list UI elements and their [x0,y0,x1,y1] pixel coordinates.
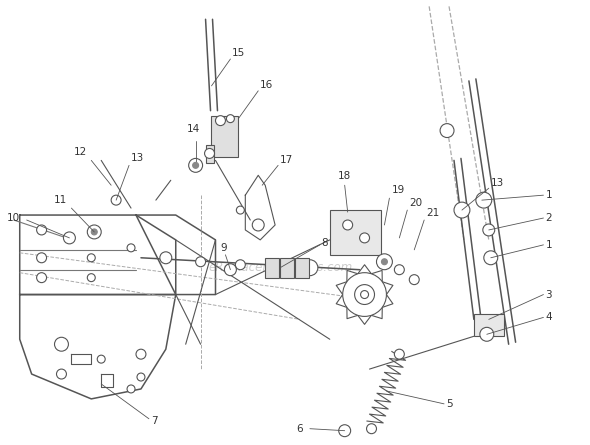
Circle shape [253,219,264,231]
Circle shape [409,275,419,285]
Circle shape [196,257,205,267]
Circle shape [97,355,105,363]
Text: 20: 20 [409,198,422,208]
Text: 1: 1 [545,190,552,200]
Circle shape [440,124,454,138]
Circle shape [111,195,121,205]
Text: 1: 1 [545,240,552,250]
Circle shape [37,225,47,235]
Circle shape [87,274,95,282]
Bar [265,258,279,278]
Circle shape [54,337,68,351]
Circle shape [360,291,369,299]
Circle shape [189,158,202,172]
Bar [205,146,214,163]
Circle shape [127,244,135,252]
Text: eReplacementParts.com: eReplacementParts.com [208,261,352,274]
Text: 2: 2 [545,213,552,223]
Circle shape [87,254,95,262]
Circle shape [87,225,101,239]
Text: 11: 11 [54,195,67,205]
Circle shape [37,273,47,283]
Circle shape [227,115,234,123]
Circle shape [235,260,245,270]
Text: 15: 15 [231,48,245,58]
Text: 10: 10 [7,213,20,223]
Circle shape [91,229,97,235]
Circle shape [224,264,237,275]
Bar [211,116,238,158]
Circle shape [302,260,318,275]
Circle shape [237,206,244,214]
Circle shape [376,254,392,270]
Circle shape [343,273,386,316]
Text: 19: 19 [391,185,405,195]
Circle shape [484,251,498,265]
Text: 14: 14 [186,124,200,134]
Circle shape [136,349,146,359]
Text: 13: 13 [491,178,504,188]
Text: 5: 5 [446,399,453,409]
Bar [330,210,382,255]
Circle shape [394,265,404,275]
Text: 21: 21 [426,208,440,218]
Text: 13: 13 [131,154,145,163]
Circle shape [64,232,76,244]
Circle shape [160,252,172,264]
Circle shape [366,424,376,434]
Circle shape [215,116,225,125]
Circle shape [480,328,494,341]
Text: 8: 8 [321,238,327,248]
Text: 18: 18 [337,171,351,181]
Text: 3: 3 [545,290,552,299]
Circle shape [476,192,491,208]
Circle shape [57,369,67,379]
Circle shape [355,285,375,304]
Text: 7: 7 [151,416,158,426]
Text: 9: 9 [221,243,227,253]
Circle shape [343,220,353,230]
Text: 17: 17 [280,155,293,166]
Text: 6: 6 [296,424,303,434]
Bar [474,315,504,336]
Circle shape [137,373,145,381]
Bar [280,258,294,278]
Circle shape [359,233,369,243]
Circle shape [37,253,47,263]
Circle shape [339,425,350,437]
Circle shape [454,202,470,218]
Text: 4: 4 [545,312,552,323]
Circle shape [205,149,215,158]
Circle shape [193,162,199,168]
Text: 16: 16 [260,80,274,90]
Text: 12: 12 [73,147,87,158]
Circle shape [483,224,495,236]
Circle shape [127,385,135,393]
Bar [295,258,309,278]
Circle shape [394,349,404,359]
Circle shape [382,259,388,265]
